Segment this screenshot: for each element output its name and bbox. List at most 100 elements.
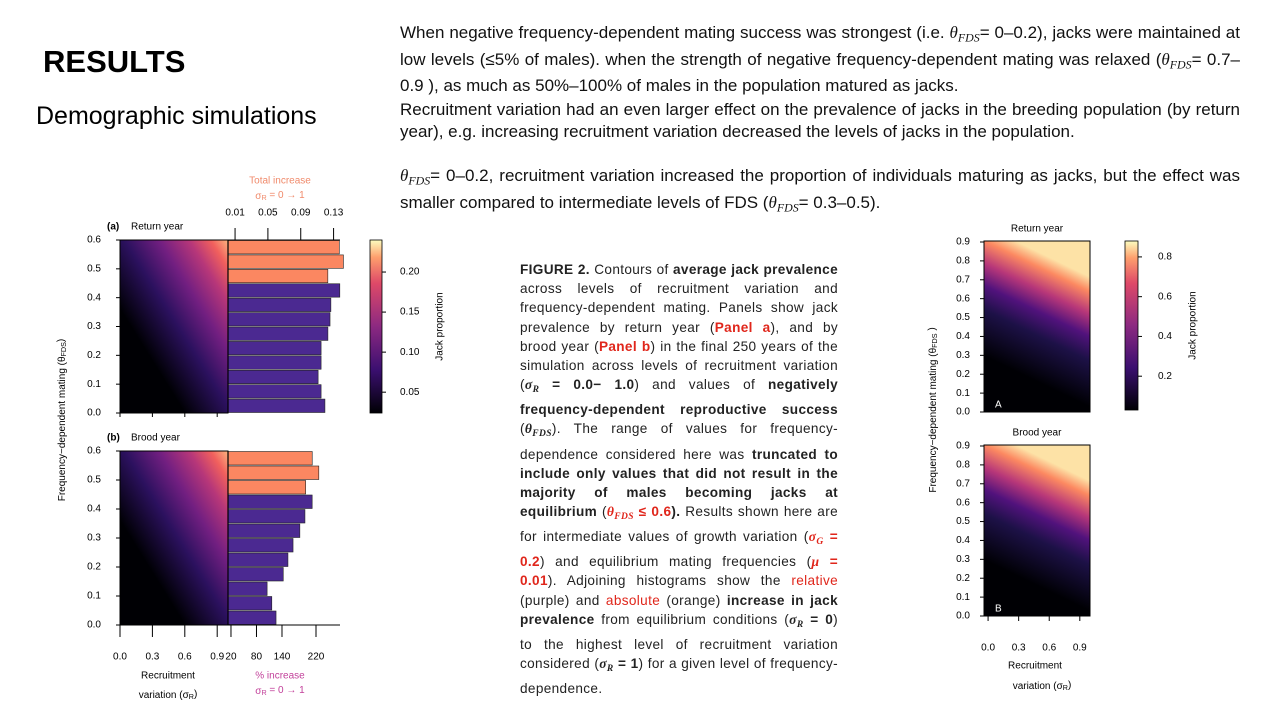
- text-run: negatively frequency-dependent reproduct…: [520, 377, 839, 418]
- bar: [227, 480, 306, 495]
- axis-label: Frequency−dependent mating (θFDS): [56, 339, 68, 502]
- y-tick-label: 0.3: [956, 554, 970, 565]
- text-run: ) in the final 250 years of the simulati…: [520, 338, 838, 393]
- math-subscript: FDS: [776, 200, 799, 215]
- y-tick-label: 0.6: [956, 497, 970, 508]
- colorbar: [1124, 240, 1139, 411]
- bar: [227, 581, 268, 596]
- y-tick-label: 0.8: [956, 256, 970, 267]
- math-symbol: θ: [606, 504, 615, 520]
- math-symbol: σ: [524, 377, 533, 393]
- y-tick-label: 0.5: [956, 516, 970, 527]
- math-symbol: θ: [768, 192, 777, 212]
- bottom-title: % increase: [255, 671, 305, 682]
- bar: [227, 269, 329, 284]
- y-tick-label: 0.6: [87, 446, 101, 457]
- text-run: increase in jack prevalence: [520, 592, 838, 627]
- math-subscript: FDS: [1169, 57, 1192, 72]
- label-subscript: FDS: [59, 342, 68, 357]
- bar: [227, 596, 273, 611]
- top-tick-label: 0.09: [291, 208, 311, 219]
- text-run: ). The range of values for frequency-dep…: [520, 421, 838, 462]
- bar: [227, 384, 322, 399]
- text-run: from equilibrium conditions (: [594, 611, 790, 627]
- text-run: (purple) and: [520, 592, 606, 608]
- label-subscript: R: [261, 193, 266, 202]
- bar: [227, 509, 306, 524]
- text-run: ) and values of: [634, 377, 769, 393]
- math-subscript: R: [532, 385, 540, 396]
- colorbar-tick-label: 0.2: [1158, 371, 1172, 382]
- text-run: (: [597, 504, 607, 520]
- text-run: FIGURE 2.: [520, 262, 590, 277]
- bar: [227, 538, 294, 553]
- text-run: Contours of: [589, 262, 673, 277]
- text-run: across levels of recruitment variation a…: [520, 281, 838, 335]
- text-run: ) to the highest level of recruitment va…: [520, 611, 839, 672]
- math-symbol: μ: [811, 554, 820, 570]
- math-text: = 1: [613, 656, 639, 672]
- label-subscript: R: [261, 688, 266, 697]
- y-tick-label: 0.5: [87, 263, 101, 274]
- label-subscript: R: [1063, 683, 1068, 692]
- colorbar-tick-label: 0.15: [400, 307, 420, 318]
- axis-label: σR = 0 → 1: [255, 190, 305, 202]
- x-tick-label: 0.3: [1012, 643, 1026, 654]
- label-text: Frequency−dependent mating (θ: [928, 347, 939, 492]
- bar: [227, 326, 329, 341]
- bar: [227, 465, 320, 480]
- panel-title: Brood year: [1013, 428, 1063, 439]
- label-text: ): [927, 327, 938, 333]
- math-symbol: σ: [808, 529, 817, 545]
- top-title: Total increase: [249, 176, 311, 187]
- y-tick-label: 0.1: [956, 592, 970, 603]
- text-run: Recruitment variation had an even larger…: [400, 100, 1240, 141]
- subtitle: Demographic simulations: [36, 102, 317, 130]
- math-symbol: θ: [949, 23, 958, 42]
- y-tick-label: 0.7: [956, 478, 970, 489]
- label-text: variation (σ: [139, 690, 190, 701]
- bar: [227, 398, 326, 413]
- label-text: ): [1068, 680, 1071, 691]
- label-text: σ: [255, 191, 262, 202]
- y-tick-label: 0.2: [956, 573, 970, 584]
- bar: [227, 355, 322, 370]
- panel-title: Brood year: [131, 433, 181, 444]
- bottom-tick-label: 80: [251, 652, 263, 663]
- bottom-tick-label: 140: [274, 652, 291, 663]
- bottom-tick-label: 220: [308, 652, 325, 663]
- math-symbol: θ: [1161, 49, 1170, 69]
- text-run: (orange): [660, 592, 727, 608]
- x-tick-label: 0.3: [145, 652, 159, 663]
- y-tick-label: 0.2: [87, 562, 101, 573]
- top-tick-label: 0.01: [225, 208, 245, 219]
- text-run: ) for a given level of frequency-depende…: [520, 656, 838, 697]
- text-run: relative: [791, 573, 838, 589]
- bar: [227, 567, 284, 582]
- colorbar-tick-label: 0.05: [400, 387, 420, 398]
- label-text: σ: [255, 686, 262, 697]
- label-subscript: R: [189, 692, 194, 701]
- math-subscript: FDS: [408, 173, 431, 188]
- math-symbol: σ: [599, 656, 607, 672]
- heatmap: [983, 240, 1091, 413]
- math-symbol: θ: [400, 166, 409, 185]
- y-tick-label: 0.1: [87, 591, 101, 602]
- axis-label: σR = 0 → 1: [255, 685, 305, 697]
- text-run: ) and equilibrium mating frequencies (: [539, 554, 812, 570]
- bar: [227, 240, 340, 255]
- paragraph: θFDS= 0–0.2, recruitment variation incre…: [400, 165, 1240, 218]
- y-tick-label: 0.9: [956, 237, 970, 248]
- panel-label: (a): [107, 222, 119, 233]
- top-tick-label: 0.05: [258, 208, 278, 219]
- bar: [227, 297, 332, 312]
- math-text: ≤ 0.6: [633, 504, 672, 520]
- x-tick-label: 0.6: [1042, 643, 1056, 654]
- label-text: Frequency−dependent mating (θ: [57, 356, 68, 501]
- bar: [227, 494, 313, 509]
- y-tick-label: 0.2: [87, 350, 101, 361]
- x-tick-label: 0.9: [210, 652, 224, 663]
- heatmap: [119, 450, 229, 626]
